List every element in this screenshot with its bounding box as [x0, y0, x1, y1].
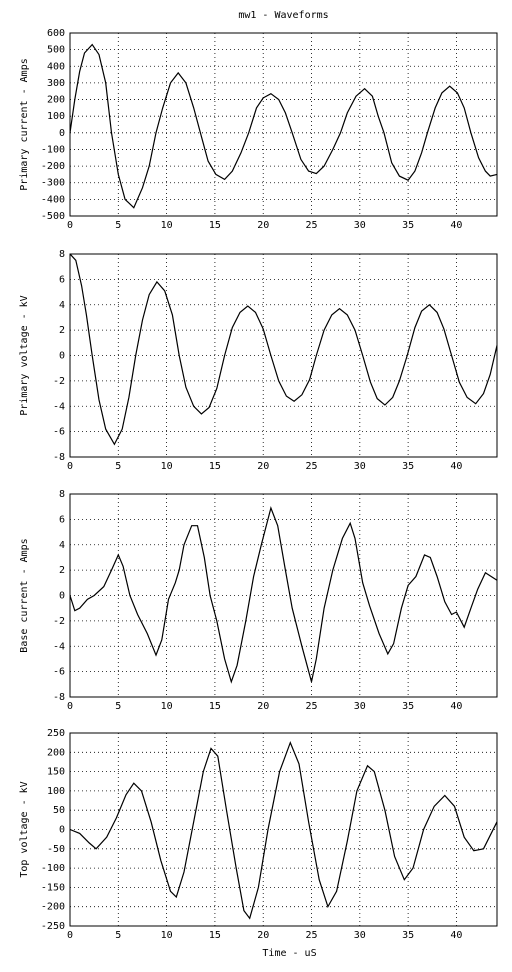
- data-line: [69, 740, 498, 920]
- data-line: [69, 43, 498, 209]
- y-tick-label: -150: [41, 882, 65, 893]
- y-tick-label: 8: [59, 249, 65, 260]
- y-tick-label: 2: [59, 325, 65, 336]
- y-tick-label: -4: [53, 401, 65, 412]
- y-tick-label: -500: [41, 211, 65, 222]
- plot-frame: [69, 253, 498, 458]
- x-tick-label: 40: [450, 930, 462, 941]
- y-tick-label: 400: [47, 61, 65, 72]
- y-tick-label: 0: [59, 128, 65, 139]
- plot-frame: [69, 32, 498, 217]
- y-tick-label: -100: [41, 144, 65, 155]
- x-tick-label: 40: [450, 701, 462, 712]
- y-axis-label: Primary current - Amps: [19, 58, 30, 190]
- y-tick-label: -8: [53, 692, 65, 703]
- y-tick-label: 600: [47, 28, 65, 39]
- chart-title: mw1 - Waveforms: [238, 10, 328, 21]
- x-tick-label: 10: [161, 220, 173, 231]
- x-tick-label: 5: [115, 701, 121, 712]
- y-tick-label: 250: [47, 728, 65, 739]
- y-tick-label: 300: [47, 78, 65, 89]
- x-tick-label: 10: [161, 701, 173, 712]
- x-tick-label: 30: [354, 220, 366, 231]
- y-tick-label: -200: [41, 902, 65, 913]
- y-axis-label: Primary voltage - kV: [19, 295, 30, 415]
- y-tick-label: 100: [47, 786, 65, 797]
- y-axis-label: Top voltage - kV: [19, 781, 30, 877]
- x-tick-label: 0: [67, 220, 73, 231]
- y-tick-label: -200: [41, 161, 65, 172]
- x-tick-label: 35: [402, 701, 414, 712]
- y-tick-label: -6: [53, 427, 65, 438]
- x-tick-label: 20: [257, 930, 269, 941]
- x-tick-label: 35: [402, 220, 414, 231]
- x-tick-label: 35: [402, 930, 414, 941]
- x-tick-label: 15: [209, 930, 221, 941]
- y-tick-label: -4: [53, 641, 65, 652]
- y-tick-label: 4: [59, 300, 65, 311]
- y-tick-label: 200: [47, 747, 65, 758]
- y-tick-label: 6: [59, 514, 65, 525]
- x-tick-label: 25: [305, 930, 317, 941]
- x-tick-label: 15: [209, 461, 221, 472]
- y-tick-label: -2: [53, 376, 65, 387]
- x-tick-label: 40: [450, 461, 462, 472]
- y-tick-label: 100: [47, 111, 65, 122]
- x-tick-label: 30: [354, 930, 366, 941]
- y-tick-label: 6: [59, 274, 65, 285]
- x-tick-label: 0: [67, 701, 73, 712]
- data-line: [69, 253, 498, 446]
- x-tick-label: 30: [354, 701, 366, 712]
- x-tick-label: 35: [402, 461, 414, 472]
- y-tick-label: 0: [59, 825, 65, 836]
- x-tick-label: 10: [161, 930, 173, 941]
- y-tick-label: 0: [59, 591, 65, 602]
- y-tick-label: -8: [53, 452, 65, 463]
- y-tick-label: -300: [41, 178, 65, 189]
- x-tick-label: 30: [354, 461, 366, 472]
- y-tick-label: 8: [59, 489, 65, 500]
- x-tick-label: 15: [209, 220, 221, 231]
- y-tick-label: 4: [59, 540, 65, 551]
- x-tick-label: 5: [115, 220, 121, 231]
- x-axis-label: Time - uS: [262, 948, 316, 959]
- x-tick-label: 0: [67, 930, 73, 941]
- y-tick-label: -2: [53, 616, 65, 627]
- x-tick-label: 5: [115, 461, 121, 472]
- x-tick-label: 20: [257, 701, 269, 712]
- x-tick-label: 5: [115, 930, 121, 941]
- y-tick-label: 500: [47, 45, 65, 56]
- x-tick-label: 20: [257, 220, 269, 231]
- y-axis-label: Base current - Amps: [19, 538, 30, 652]
- x-tick-label: 25: [305, 701, 317, 712]
- x-tick-label: 40: [450, 220, 462, 231]
- x-tick-label: 25: [305, 220, 317, 231]
- x-tick-label: 20: [257, 461, 269, 472]
- x-tick-label: 25: [305, 461, 317, 472]
- data-line: [69, 506, 498, 684]
- y-tick-label: -250: [41, 921, 65, 932]
- y-tick-label: 150: [47, 767, 65, 778]
- x-tick-label: 0: [67, 461, 73, 472]
- y-tick-label: 2: [59, 565, 65, 576]
- y-tick-label: -6: [53, 667, 65, 678]
- y-tick-label: -400: [41, 194, 65, 205]
- x-tick-label: 10: [161, 461, 173, 472]
- y-tick-label: -100: [41, 863, 65, 874]
- y-tick-label: -50: [47, 844, 65, 855]
- x-tick-label: 15: [209, 701, 221, 712]
- y-tick-label: 200: [47, 95, 65, 106]
- y-tick-label: 0: [59, 351, 65, 362]
- y-tick-label: 50: [53, 805, 65, 816]
